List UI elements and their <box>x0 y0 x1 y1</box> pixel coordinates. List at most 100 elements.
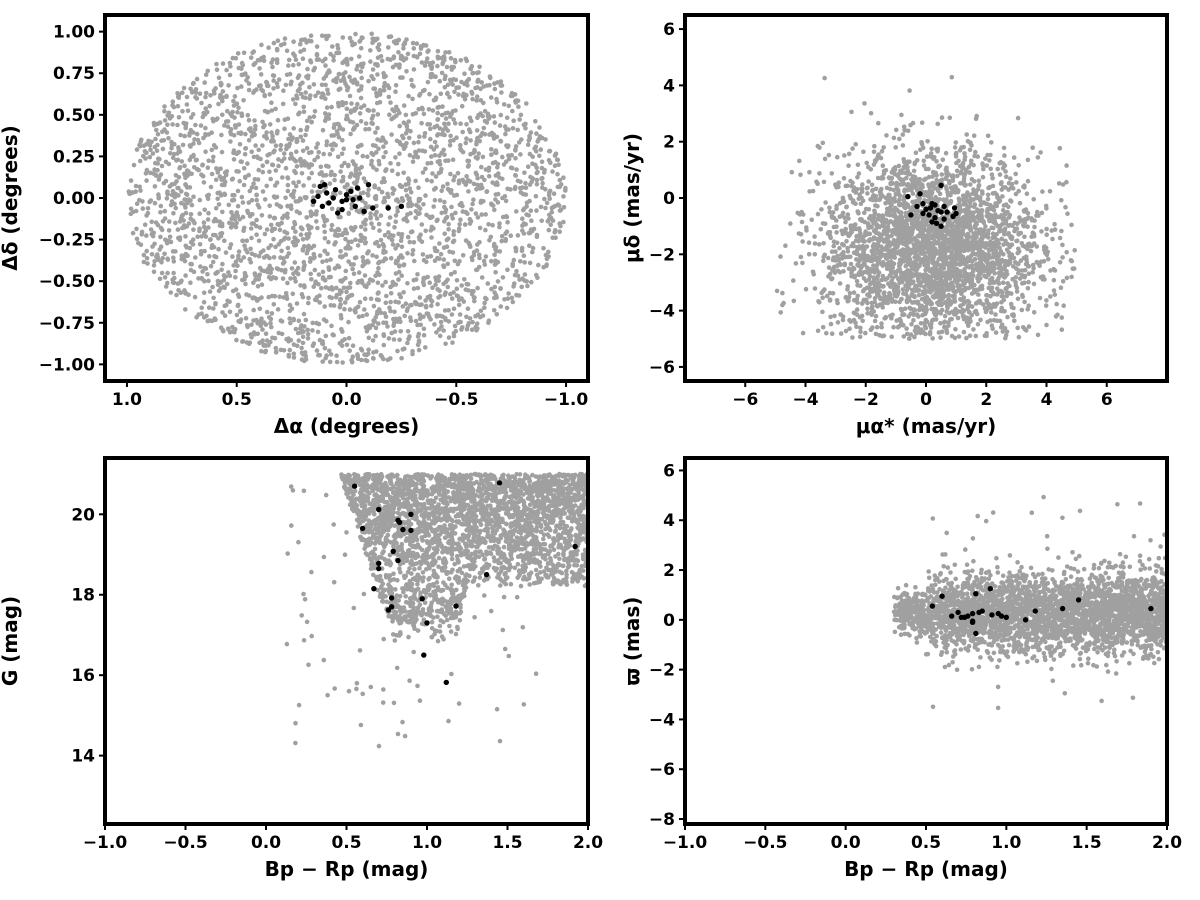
field-star-point <box>442 84 448 90</box>
field-star-point <box>447 143 453 148</box>
field-star-point <box>894 180 899 186</box>
field-star-point <box>518 259 523 264</box>
field-star-point <box>223 250 229 255</box>
field-star-point <box>422 87 427 93</box>
field-star-point <box>187 133 192 138</box>
field-star-point <box>197 91 203 96</box>
field-star-point <box>468 66 473 72</box>
field-star-point <box>310 343 316 349</box>
field-star-point <box>410 229 415 234</box>
field-star-point <box>468 138 473 143</box>
field-star-point <box>349 292 355 298</box>
field-star-point <box>462 277 467 282</box>
field-star-point <box>230 213 236 218</box>
field-star-point <box>397 292 402 297</box>
field-star-point <box>320 259 325 265</box>
field-star-point <box>419 222 425 227</box>
field-star-point <box>335 154 341 160</box>
field-star-point <box>374 254 379 260</box>
field-star-point <box>445 90 450 96</box>
field-star-point <box>551 204 556 210</box>
field-star-point <box>449 67 455 72</box>
field-star-point <box>162 104 167 109</box>
field-star-point <box>381 320 386 326</box>
field-star-point <box>221 182 227 187</box>
field-star-point <box>522 260 527 265</box>
member-star-point <box>332 187 339 193</box>
field-star-point <box>260 169 266 175</box>
field-star-point <box>196 312 201 317</box>
field-star-point <box>452 323 458 329</box>
field-star-point <box>216 288 222 294</box>
field-star-point <box>439 166 444 172</box>
field-star-point <box>190 237 196 242</box>
field-star-point <box>491 114 497 119</box>
field-star-point <box>403 112 409 118</box>
field-star-point <box>348 280 353 286</box>
field-star-point <box>233 287 239 292</box>
field-star-point <box>188 261 193 267</box>
field-star-point <box>294 149 299 154</box>
field-star-point <box>524 101 529 106</box>
field-star-point <box>349 359 355 365</box>
field-star-point <box>306 295 311 301</box>
field-star-point <box>451 331 457 336</box>
field-star-point <box>188 280 193 286</box>
field-star-point <box>393 62 399 68</box>
field-star-point <box>399 355 404 361</box>
field-star-point <box>467 316 473 321</box>
field-star-point <box>227 60 233 66</box>
field-star-point <box>296 338 302 343</box>
field-star-point <box>530 249 535 255</box>
field-star-point <box>337 288 343 293</box>
field-star-point <box>376 146 381 151</box>
field-star-point <box>202 207 207 213</box>
field-star-point <box>474 172 480 178</box>
field-star-point <box>295 271 301 277</box>
field-star-point <box>314 348 320 353</box>
field-star-point <box>139 229 145 235</box>
field-star-point <box>409 77 414 83</box>
field-star-point <box>989 172 995 177</box>
field-star-point <box>183 307 188 312</box>
field-star-point <box>391 337 397 342</box>
field-star-point <box>506 103 512 109</box>
field-star-point <box>280 175 285 180</box>
field-star-point <box>988 166 993 172</box>
field-star-point <box>398 329 404 334</box>
field-star-point <box>416 106 422 112</box>
field-star-point <box>283 195 288 201</box>
field-star-point <box>299 357 305 362</box>
field-star-point <box>163 237 168 242</box>
field-star-point <box>399 234 404 240</box>
field-star-point <box>495 80 501 85</box>
field-star-point <box>293 229 298 234</box>
field-star-point <box>229 177 235 182</box>
field-star-point <box>476 264 482 270</box>
field-star-point <box>376 307 382 312</box>
field-star-point <box>407 186 413 191</box>
field-star-point <box>890 312 895 318</box>
field-star-point <box>403 187 409 193</box>
field-star-point <box>253 185 259 191</box>
field-star-point <box>820 309 825 315</box>
field-star-point <box>441 328 446 333</box>
field-star-point <box>338 312 344 318</box>
field-star-point <box>300 334 306 340</box>
field-star-point <box>481 100 486 106</box>
field-star-point <box>179 278 184 284</box>
field-star-point <box>943 150 949 156</box>
field-star-point <box>162 275 168 280</box>
field-star-point <box>510 263 515 269</box>
field-star-point <box>371 86 376 91</box>
field-star-point <box>222 303 228 309</box>
field-star-point <box>227 330 233 335</box>
field-star-point <box>311 183 317 189</box>
field-star-point <box>365 251 370 256</box>
field-star-point <box>224 281 230 287</box>
field-star-point <box>541 264 546 270</box>
field-star-point <box>522 272 528 277</box>
member-star-point <box>339 198 345 204</box>
field-star-point <box>421 202 426 207</box>
field-star-point <box>849 274 854 279</box>
